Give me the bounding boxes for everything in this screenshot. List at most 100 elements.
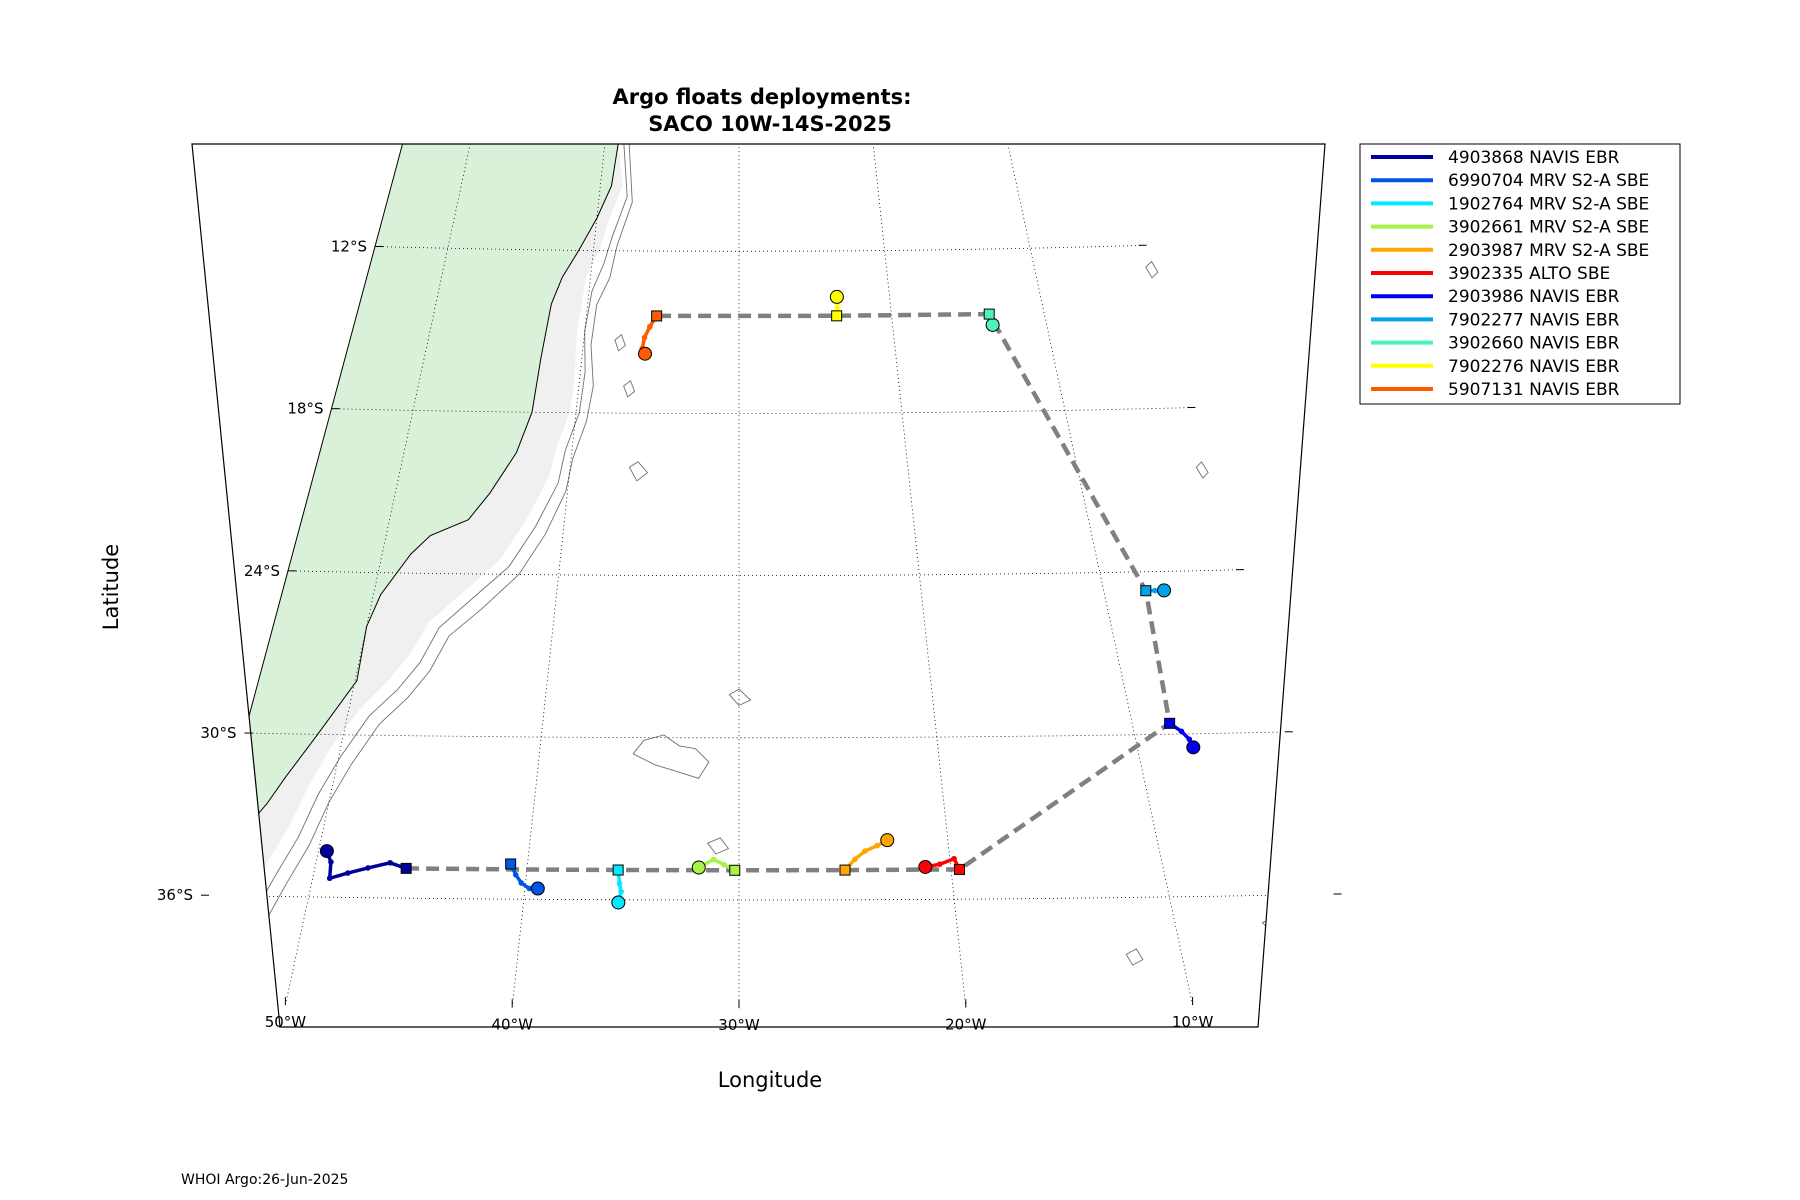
legend-entry-3902661: 3902661 MRV S2-A SBE xyxy=(1371,218,1649,238)
seamount-contour xyxy=(1273,840,1297,861)
legend-entry-7902277: 7902277 NAVIS EBR xyxy=(1371,310,1620,330)
lat-tick-label: 24°S xyxy=(244,562,280,580)
lon-tick-label: 40°W xyxy=(491,1015,533,1033)
float-7902276 xyxy=(829,289,844,322)
seamount-contour xyxy=(614,333,626,352)
float-3902661 xyxy=(691,856,741,876)
float-3902660 xyxy=(983,308,1000,332)
float-profile-point xyxy=(1186,736,1193,743)
longitude-ticks: 50°W 40°W 30°W 20°W 10°W xyxy=(265,997,1213,1034)
legend-label: 3902661 MRV S2-A SBE xyxy=(1448,218,1649,238)
legend-entry-2903986: 2903986 NAVIS EBR xyxy=(1371,287,1620,307)
contour-line xyxy=(192,144,628,991)
legend-entry-1902764: 1902764 MRV S2-A SBE xyxy=(1371,194,1649,214)
lon-tick-label: 50°W xyxy=(265,1013,307,1031)
float-deployment-marker xyxy=(651,310,663,322)
grid-parallel xyxy=(331,407,1196,414)
seamount-contour xyxy=(1279,959,1304,980)
float-latest-position xyxy=(638,346,653,361)
legend-label: 3902335 ALTO SBE xyxy=(1448,264,1610,284)
float-profile-point xyxy=(387,859,393,866)
x-axis-label: Longitude xyxy=(718,1068,822,1092)
float-2903987 xyxy=(839,833,895,876)
legend-label: 3902660 NAVIS EBR xyxy=(1448,334,1620,354)
legend-entry-3902335: 3902335 ALTO SBE xyxy=(1371,264,1610,284)
legend-label: 6990704 MRV S2-A SBE xyxy=(1448,171,1649,191)
seamount-contour xyxy=(1125,948,1144,966)
y-axis-label: Latitude xyxy=(99,544,123,630)
float-profile-point xyxy=(862,848,868,854)
float-profile-point xyxy=(616,880,623,887)
land-polygon xyxy=(213,144,619,848)
float-latest-position xyxy=(611,895,626,910)
cruise-track-line xyxy=(406,311,1173,873)
float-profile-point xyxy=(326,875,333,882)
float-profile-point xyxy=(721,862,727,868)
legend-label: 5907131 NAVIS EBR xyxy=(1448,380,1620,400)
float-deployment-marker xyxy=(831,310,843,322)
float-latest-position xyxy=(1157,583,1172,598)
float-latest-position xyxy=(1186,740,1201,755)
cruise-track xyxy=(406,311,1173,873)
float-5907131 xyxy=(638,310,663,361)
float-2903986 xyxy=(1164,717,1201,755)
lat-tick-label: 36°S xyxy=(157,886,193,904)
float-deployment-marker xyxy=(612,864,624,876)
float-latest-position xyxy=(985,317,1000,332)
map-title-line1: Argo floats deployments: xyxy=(612,85,911,109)
seamount-contour xyxy=(1195,461,1209,479)
float-profile-point xyxy=(618,888,624,895)
seamount-contour xyxy=(623,379,636,398)
float-profile-point xyxy=(647,323,653,330)
seamount-contour xyxy=(706,837,730,855)
float-7902277 xyxy=(1140,583,1172,598)
lat-tick-label: 30°S xyxy=(200,724,236,742)
float-profile-point xyxy=(641,334,648,341)
float-latest-position xyxy=(530,881,545,896)
seamount-contour xyxy=(632,734,710,779)
grid-parallel xyxy=(244,731,1293,739)
float-profile-point xyxy=(834,304,841,311)
lon-tick-label: 20°W xyxy=(945,1015,987,1033)
legend-label: 4903868 NAVIS EBR xyxy=(1448,148,1620,168)
lat-tick-label: 12°S xyxy=(331,237,367,255)
float-3902335 xyxy=(918,855,965,875)
float-deployment-marker xyxy=(400,862,412,874)
seamount-contour xyxy=(1145,260,1159,279)
float-4903868 xyxy=(319,844,412,882)
graticule-grid xyxy=(200,144,1325,1009)
legend-label: 7902277 NAVIS EBR xyxy=(1448,310,1620,330)
float-profile-point xyxy=(874,842,881,849)
float-trajectories xyxy=(319,289,1201,910)
legend-items: 4903868 NAVIS EBR 6990704 MRV S2-A SBE 190… xyxy=(1371,148,1649,400)
float-deployment-marker xyxy=(953,863,965,875)
float-profile-point xyxy=(328,859,334,865)
float-deployment-marker xyxy=(983,308,995,320)
float-profile-point xyxy=(1152,587,1158,594)
legend-entry-7902276: 7902276 NAVIS EBR xyxy=(1371,357,1620,377)
legend-label: 2903986 NAVIS EBR xyxy=(1448,287,1620,307)
lon-tick-label: 30°W xyxy=(718,1016,760,1034)
float-deployment-marker xyxy=(1140,585,1152,597)
float-6990704 xyxy=(505,858,545,896)
float-latest-position xyxy=(829,289,844,304)
latitude-ticks: 12°S 18°S 24°S 30°S 36°S xyxy=(157,237,1342,904)
float-latest-position xyxy=(918,859,933,874)
grid-parallel xyxy=(287,569,1245,576)
float-latest-position xyxy=(319,844,334,859)
legend-entry-2903987: 2903987 MRV S2-A SBE xyxy=(1371,241,1649,261)
float-profile-point xyxy=(526,885,533,892)
float-profile-point xyxy=(852,856,858,863)
float-profile-point xyxy=(937,861,943,867)
float-profile-point xyxy=(518,880,525,886)
float-profile-point xyxy=(710,856,717,863)
legend-label: 1902764 MRV S2-A SBE xyxy=(1448,194,1649,214)
legend-label: 2903987 MRV S2-A SBE xyxy=(1448,241,1649,261)
float-deployment-marker xyxy=(1164,717,1176,729)
seamount-contour xyxy=(728,688,752,706)
legend-entry-4903868: 4903868 NAVIS EBR xyxy=(1371,148,1620,168)
float-profile-point xyxy=(365,865,371,871)
legend: 4903868 NAVIS EBR 6990704 MRV S2-A SBE 190… xyxy=(1359,143,1681,405)
land-south-america xyxy=(213,144,619,848)
